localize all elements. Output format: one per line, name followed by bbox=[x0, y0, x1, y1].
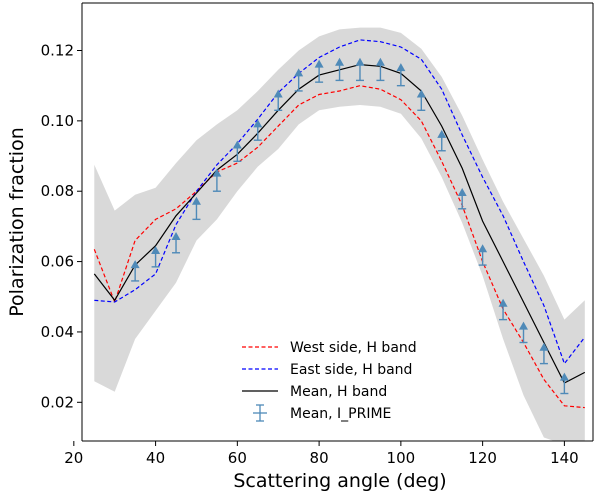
y-axis-label: Polarization fraction bbox=[6, 127, 28, 316]
legend: West side, H band East side, H band Mean, … bbox=[242, 340, 417, 422]
x-tick-label: 140 bbox=[550, 449, 579, 467]
x-tick-label: 60 bbox=[228, 449, 247, 467]
lower-limit-marker bbox=[355, 57, 365, 66]
lower-limit-marker bbox=[232, 140, 242, 149]
y-tick-label: 0.12 bbox=[41, 41, 74, 59]
lower-limit-marker bbox=[191, 196, 201, 205]
y-tick-label: 0.06 bbox=[41, 253, 74, 271]
lower-limit-marker bbox=[273, 89, 283, 98]
axes-layer: 20 40 60 80 100 120 140 0.02 0.04 0.06 0.08 0.10 0.1… bbox=[41, 2, 594, 467]
lower-limit-marker bbox=[498, 298, 508, 307]
y-tick-label: 0.10 bbox=[41, 112, 74, 130]
lower-limit-marker bbox=[539, 342, 549, 351]
plot-content bbox=[93, 27, 586, 441]
lower-limit-marker bbox=[151, 246, 161, 255]
x-tick-label: 20 bbox=[64, 449, 83, 467]
lower-limit-marker bbox=[294, 68, 304, 77]
x-tick-label: 100 bbox=[387, 449, 416, 467]
lower-limit-marker bbox=[375, 57, 385, 66]
lower-limit-marker bbox=[253, 119, 263, 128]
lower-limit-marker bbox=[457, 187, 467, 196]
y-tick-label: 0.02 bbox=[41, 393, 74, 411]
lower-limit-marker bbox=[416, 89, 426, 98]
lower-limit-marker bbox=[130, 260, 140, 269]
y-tick-label: 0.08 bbox=[41, 182, 74, 200]
legend-label: Mean, I_PRIME bbox=[290, 406, 391, 422]
lower-limit-marker bbox=[335, 57, 345, 66]
lower-limit-marker bbox=[478, 244, 488, 253]
lower-limit-marker bbox=[171, 231, 181, 240]
y-tick-label: 0.04 bbox=[41, 323, 74, 341]
legend-label: Mean, H band bbox=[290, 384, 387, 400]
plot-layer bbox=[93, 27, 586, 441]
lower-limit-marker bbox=[559, 372, 569, 381]
lower-limit-marker bbox=[519, 321, 529, 330]
range-band bbox=[94, 27, 585, 441]
x-tick-label: 120 bbox=[468, 449, 497, 467]
lower-limit-marker bbox=[314, 59, 324, 68]
x-axis-label: Scattering angle (deg) bbox=[233, 470, 446, 492]
lower-limit-marker bbox=[437, 129, 447, 138]
series-line-1 bbox=[94, 39, 586, 365]
lower-limit-marker bbox=[396, 63, 406, 72]
legend-label: West side, H band bbox=[290, 340, 417, 356]
x-tick-label: 40 bbox=[146, 449, 165, 467]
legend-label: East side, H band bbox=[290, 362, 412, 378]
x-tick-label: 80 bbox=[310, 449, 329, 467]
lower-limit-marker bbox=[212, 168, 222, 177]
